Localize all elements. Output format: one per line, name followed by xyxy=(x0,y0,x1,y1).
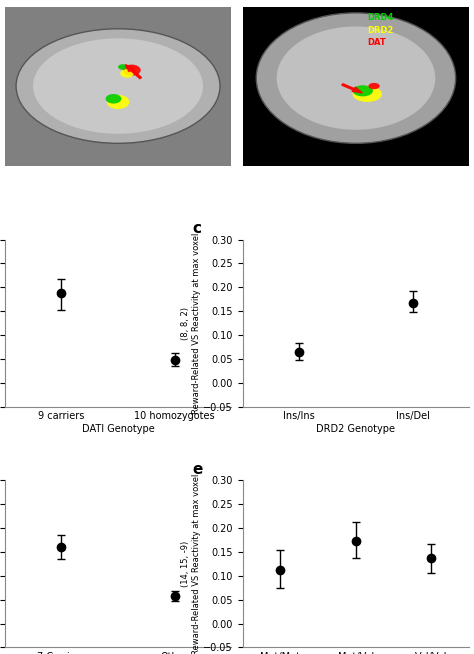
X-axis label: DATI Genotype: DATI Genotype xyxy=(82,424,155,434)
Ellipse shape xyxy=(277,26,435,129)
FancyArrow shape xyxy=(125,65,142,78)
FancyArrow shape xyxy=(342,84,363,93)
Text: DRD2: DRD2 xyxy=(367,26,394,35)
Ellipse shape xyxy=(123,65,141,76)
Y-axis label: (8, 8, 2)
Reward-Related VS Reactivity at max voxel: (8, 8, 2) Reward-Related VS Reactivity a… xyxy=(181,232,201,414)
Text: a: a xyxy=(0,0,10,3)
Text: e: e xyxy=(193,462,203,477)
Ellipse shape xyxy=(106,94,121,103)
Ellipse shape xyxy=(33,39,203,134)
Ellipse shape xyxy=(368,83,380,89)
Ellipse shape xyxy=(120,69,134,78)
Ellipse shape xyxy=(256,13,456,143)
Ellipse shape xyxy=(16,29,220,143)
Ellipse shape xyxy=(118,64,127,70)
Text: DRD4: DRD4 xyxy=(367,13,394,22)
Ellipse shape xyxy=(353,85,373,96)
X-axis label: DRD2 Genotype: DRD2 Genotype xyxy=(317,424,395,434)
Ellipse shape xyxy=(353,86,382,102)
Text: DAT: DAT xyxy=(367,39,386,47)
Ellipse shape xyxy=(107,95,129,109)
Text: c: c xyxy=(193,221,202,236)
Y-axis label: (14, 15, -9)
Reward-Related VS Reactivity at max voxel: (14, 15, -9) Reward-Related VS Reactivit… xyxy=(181,473,201,654)
